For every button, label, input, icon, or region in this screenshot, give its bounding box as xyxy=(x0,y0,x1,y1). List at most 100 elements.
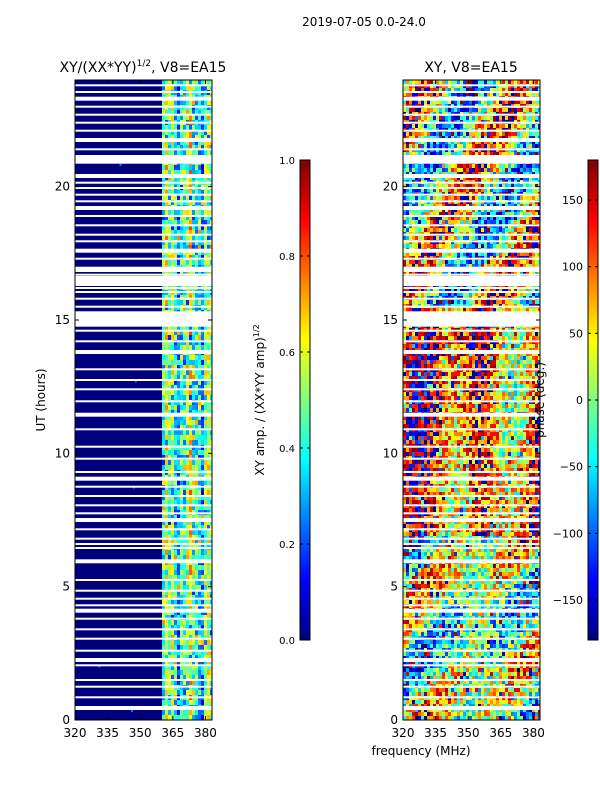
heat-cell xyxy=(198,700,201,705)
heat-cell xyxy=(484,196,487,200)
heat-cell xyxy=(165,405,168,410)
heat-cell xyxy=(424,116,427,120)
heat-cell xyxy=(475,164,478,168)
heat-cell xyxy=(195,690,198,695)
heat-cell xyxy=(195,430,198,435)
flagged-time-row xyxy=(75,287,212,289)
heat-cell xyxy=(198,150,201,155)
heat-cell xyxy=(433,124,436,128)
heat-cell xyxy=(171,235,174,240)
heat-cell xyxy=(421,220,424,224)
heat-cell xyxy=(505,300,508,304)
heat-cell xyxy=(168,300,171,305)
heat-cell xyxy=(484,132,487,136)
heat-cell xyxy=(204,440,207,445)
heat-cell xyxy=(201,550,204,555)
heat-cell xyxy=(502,168,505,172)
heat-cell xyxy=(171,125,174,130)
heat-cell xyxy=(171,700,174,705)
heat-cell xyxy=(442,236,445,240)
heat-cell xyxy=(162,260,165,265)
heat-cell xyxy=(517,220,520,224)
heat-cell xyxy=(505,108,508,112)
heat-cell xyxy=(168,620,171,625)
heat-cell xyxy=(478,196,481,200)
heat-cell xyxy=(162,530,165,535)
heat-cell xyxy=(180,670,183,675)
heat-cell xyxy=(481,260,484,264)
heat-cell xyxy=(183,165,186,170)
heat-cell xyxy=(427,144,430,148)
heat-cell xyxy=(463,168,466,172)
heat-cell xyxy=(174,480,177,485)
flagged-time-row xyxy=(75,330,212,332)
heat-cell xyxy=(442,80,445,84)
heat-cell xyxy=(448,108,451,112)
heat-cell xyxy=(514,260,517,264)
heat-cell xyxy=(192,440,195,445)
heat-cell xyxy=(409,260,412,264)
heat-cell xyxy=(171,565,174,570)
heat-cell xyxy=(526,300,529,304)
heat-cell xyxy=(409,220,412,224)
heat-cell xyxy=(204,570,207,575)
heat-cell xyxy=(174,450,177,455)
heat-cell xyxy=(478,144,481,148)
heat-cell xyxy=(445,168,448,172)
heat-cell xyxy=(481,228,484,232)
heat-cell xyxy=(412,116,415,120)
heat-cell xyxy=(460,132,463,136)
heat-cell xyxy=(201,570,204,575)
heat-cell xyxy=(189,565,192,570)
heat-cell xyxy=(162,490,165,495)
heat-cell xyxy=(493,116,496,120)
heat-cell xyxy=(177,640,180,645)
heat-cell xyxy=(496,144,499,148)
heat-cell xyxy=(180,195,183,200)
heat-cell xyxy=(463,228,466,232)
heat-cell xyxy=(481,244,484,248)
heat-cell xyxy=(165,235,168,240)
flagged-time-row xyxy=(75,471,212,473)
heat-cell xyxy=(496,132,499,136)
heat-cell xyxy=(204,150,207,155)
heat-cell xyxy=(168,210,171,215)
heat-cell xyxy=(204,490,207,495)
heat-cell xyxy=(207,530,210,535)
heat-cell xyxy=(469,80,472,84)
heat-cell xyxy=(165,490,168,495)
flagged-time-gap xyxy=(75,156,212,163)
heat-cell xyxy=(421,108,424,112)
heat-cell xyxy=(526,124,529,128)
heat-cell xyxy=(198,450,201,455)
heat-cell xyxy=(195,390,198,395)
heat-cell xyxy=(192,480,195,485)
heat-cell xyxy=(466,164,469,168)
heat-cell xyxy=(162,125,165,130)
heat-cell xyxy=(195,260,198,265)
heat-cell xyxy=(192,550,195,555)
heat-cell xyxy=(183,465,186,470)
heat-cell xyxy=(442,196,445,200)
heat-cell xyxy=(180,430,183,435)
heat-cell xyxy=(472,108,475,112)
heat-cell xyxy=(433,196,436,200)
heat-cell xyxy=(508,132,511,136)
heat-cell xyxy=(469,124,472,128)
heat-cell xyxy=(421,300,424,304)
heat-cell xyxy=(189,550,192,555)
flagged-time-row xyxy=(75,590,212,592)
heat-cell xyxy=(174,465,177,470)
heat-cell xyxy=(475,80,478,84)
heat-cell xyxy=(523,168,526,172)
heat-cell xyxy=(460,236,463,240)
heat-cell xyxy=(517,168,520,172)
heat-cell xyxy=(168,670,171,675)
heat-cell xyxy=(198,710,201,715)
heat-cell xyxy=(526,220,529,224)
heat-cell xyxy=(451,236,454,240)
heat-cell xyxy=(207,195,210,200)
heat-cell xyxy=(192,700,195,705)
heat-cell xyxy=(466,220,469,224)
heat-cell xyxy=(195,440,198,445)
